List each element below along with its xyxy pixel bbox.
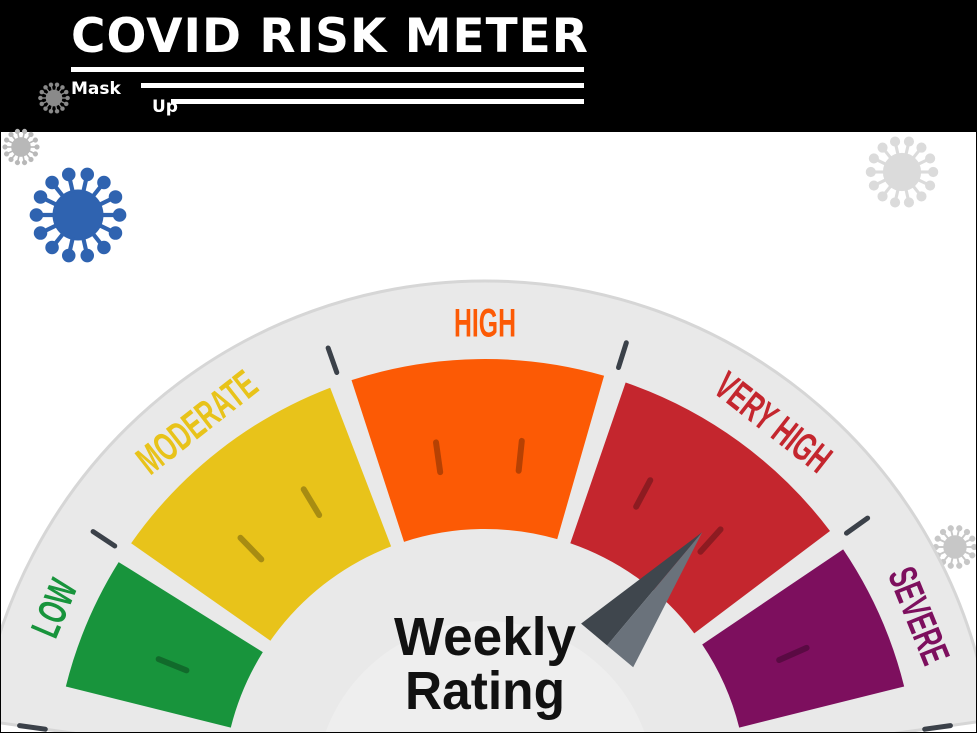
gauge-minor-tick bbox=[515, 437, 525, 474]
gauge-minor-tick bbox=[300, 486, 323, 518]
gauge-needle bbox=[581, 532, 703, 668]
gauge-minor-tick bbox=[433, 439, 444, 476]
gauge-tick bbox=[325, 345, 340, 375]
virus-icon-gray bbox=[2, 128, 40, 166]
center-label-rating: Rating bbox=[405, 661, 565, 721]
center-label-weekly: Weekly bbox=[394, 607, 576, 667]
gauge-minor-ticks bbox=[155, 437, 810, 674]
virus-icon-blue bbox=[29, 167, 127, 263]
band-low bbox=[65, 562, 263, 728]
page-title: COVID RISK METER bbox=[71, 9, 589, 64]
header-stripe bbox=[171, 99, 584, 104]
virus-icon-faded bbox=[865, 136, 939, 208]
gauge-tick bbox=[843, 515, 871, 536]
up-word: Up bbox=[152, 97, 178, 117]
band-severe bbox=[702, 549, 905, 728]
gauge-ticks bbox=[17, 340, 953, 732]
gauge-tick bbox=[616, 340, 629, 371]
header-bar: COVID RISK METER Mask Up bbox=[1, 1, 976, 132]
band-moderate bbox=[131, 387, 392, 641]
center-hub bbox=[325, 621, 645, 732]
gauge-minor-tick bbox=[155, 656, 190, 674]
gauge-tick bbox=[922, 723, 953, 732]
header-stripe bbox=[71, 67, 584, 72]
gauge-minor-tick bbox=[776, 644, 810, 664]
header-stripe bbox=[141, 83, 584, 88]
virus-icon-small bbox=[38, 82, 70, 114]
gauge-bands bbox=[65, 359, 905, 728]
label-high: HIGH bbox=[454, 302, 516, 346]
band-high bbox=[351, 359, 605, 542]
gauge-minor-tick bbox=[697, 526, 724, 555]
gauge-minor-tick bbox=[633, 477, 654, 510]
gauge-tick bbox=[17, 723, 48, 732]
gauge-tick bbox=[90, 529, 118, 549]
band-very-high bbox=[570, 382, 831, 634]
mask-word: Mask bbox=[71, 79, 121, 99]
gauge-minor-tick bbox=[237, 534, 265, 563]
